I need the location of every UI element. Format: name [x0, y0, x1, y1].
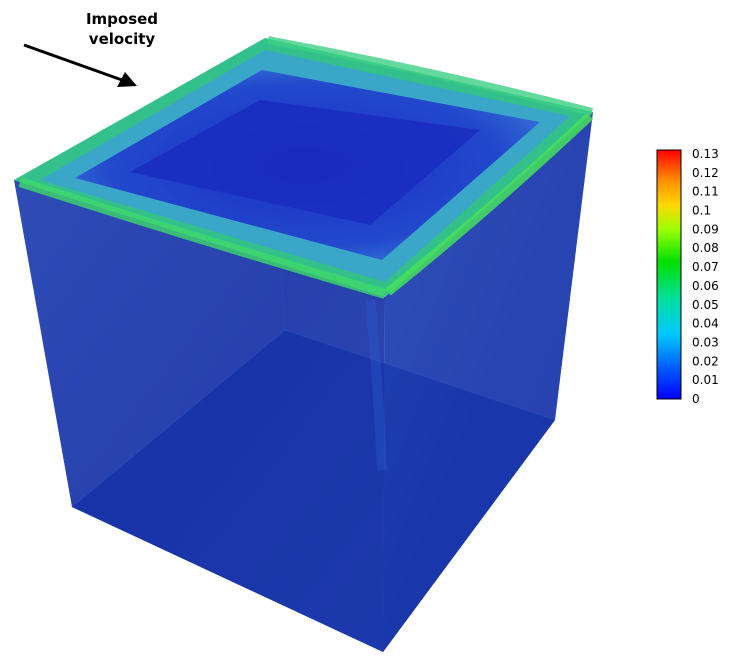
cube-left-face — [14, 180, 385, 652]
colorbar-tick-label: 0.02 — [692, 354, 719, 368]
colorbar-tick-label: 0.09 — [692, 222, 719, 236]
colorbar-tick-label: 0.03 — [692, 335, 719, 349]
colorbar-tick-label: 0.04 — [692, 317, 719, 331]
colorbar-tick-label: 0.1 — [692, 204, 711, 218]
annotation-line-2: velocity — [89, 30, 156, 48]
colorbar-tick-label: 0.13 — [692, 147, 719, 161]
cube-right-face — [383, 112, 593, 652]
imposed-velocity-annotation: Imposed velocity — [23, 10, 158, 87]
colorbar-tick-label: 0.11 — [692, 185, 719, 199]
colorbar-tick-label: 0.01 — [692, 373, 719, 387]
cavity-cube — [14, 36, 594, 652]
annotation-line-1: Imposed — [86, 10, 158, 28]
colorbar-tick-label: 0 — [692, 392, 700, 406]
colorbar-gradient — [656, 149, 682, 400]
colorbar-tick-label: 0.12 — [692, 166, 719, 180]
colorbar: 0.13 0.12 0.11 0.1 0.09 0.08 0.07 0.06 0.05 0.04 0… — [656, 147, 719, 406]
colorbar-ticks: 0.13 0.12 0.11 0.1 0.09 0.08 0.07 0.06 0.05 0.04 0… — [692, 147, 719, 406]
colorbar-tick-label: 0.07 — [692, 260, 719, 274]
colorbar-tick-label: 0.05 — [692, 298, 719, 312]
velocity-arrow-icon — [23, 43, 137, 87]
colorbar-tick-label: 0.08 — [692, 241, 719, 255]
colorbar-tick-label: 0.06 — [692, 279, 719, 293]
